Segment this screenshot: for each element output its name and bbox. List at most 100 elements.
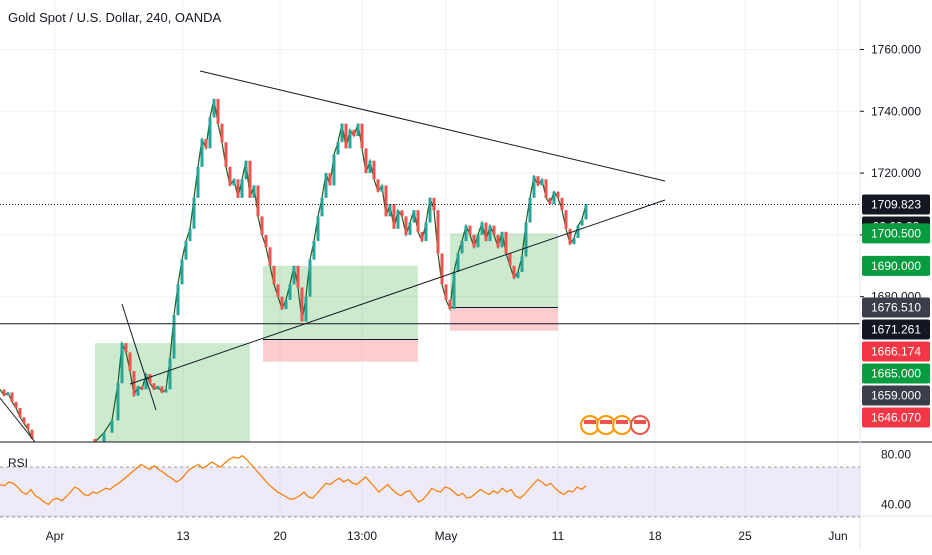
candle [568, 228, 572, 245]
candle [304, 296, 308, 322]
candle [102, 432, 106, 442]
candle [22, 417, 26, 424]
price-label-badge [862, 297, 930, 318]
candle [232, 179, 236, 186]
candle [344, 123, 348, 149]
candle [404, 216, 408, 235]
candle [564, 210, 568, 229]
candle [556, 191, 560, 198]
candle [516, 272, 520, 279]
candle [408, 222, 412, 235]
price-label-badge [862, 363, 930, 384]
candle [256, 185, 260, 217]
candle [496, 234, 500, 248]
candle [352, 129, 356, 136]
price-label-text: 1665.000 [871, 367, 921, 381]
candle [576, 225, 580, 238]
price-label-badge [862, 223, 930, 244]
candle [368, 160, 372, 174]
candle [384, 185, 388, 217]
candle [416, 210, 420, 232]
candle [26, 423, 30, 430]
candle [10, 392, 14, 402]
time-tick-label: 13:00 [347, 529, 377, 543]
candle [124, 343, 128, 353]
candle [160, 386, 164, 393]
price-label-text: 1709.823 [871, 198, 921, 212]
candle [400, 210, 404, 217]
candle [552, 191, 556, 204]
candle [14, 401, 18, 408]
candle [448, 299, 452, 310]
candle [396, 210, 400, 229]
candle [168, 358, 172, 390]
candle [248, 160, 252, 198]
time-tick-label: 20 [273, 529, 287, 543]
candle [292, 265, 296, 285]
candle [152, 383, 156, 390]
candle [192, 197, 196, 229]
candle [572, 238, 576, 245]
trendline-flag [0, 397, 36, 443]
price-tick-label: 1720.000 [871, 166, 921, 180]
candle [188, 228, 192, 242]
candle [340, 123, 344, 143]
candle [524, 222, 528, 257]
time-tick-label: Jun [828, 529, 847, 543]
us-flag-event-icon [634, 420, 646, 424]
candle [436, 210, 440, 254]
candle [440, 253, 444, 285]
candle [148, 374, 152, 384]
candle [376, 179, 380, 192]
candle [320, 197, 324, 217]
candle [452, 272, 456, 310]
candle [580, 219, 584, 226]
candle [132, 370, 136, 396]
time-tick-label: 11 [552, 529, 565, 543]
candle [216, 98, 220, 124]
candle [456, 253, 460, 272]
price-label-badge [862, 407, 930, 428]
candle [316, 216, 320, 242]
candle [128, 352, 132, 371]
candle [164, 389, 168, 393]
candle [140, 386, 144, 390]
candle [296, 265, 300, 288]
candle [560, 197, 564, 211]
candle [120, 343, 124, 384]
candle [93, 438, 97, 442]
candle [412, 210, 416, 223]
candle [260, 216, 264, 235]
candle [480, 222, 484, 235]
price-label-text: 1690.000 [871, 259, 921, 273]
candle [180, 259, 184, 285]
candle [136, 386, 140, 396]
candle [18, 408, 22, 418]
candle [276, 284, 280, 297]
candle [240, 179, 244, 198]
price-label-text: 1700.500 [871, 226, 921, 240]
position-box [263, 339, 418, 362]
price-label-text: 1646.070 [871, 411, 921, 425]
candle [116, 383, 120, 421]
rsi-tick-label: 80.00 [881, 448, 911, 462]
us-flag-event-icon [600, 420, 612, 424]
candle [532, 176, 536, 198]
candle [156, 386, 160, 390]
candle [508, 253, 512, 266]
candle [424, 222, 428, 242]
candle [364, 148, 368, 174]
candle [308, 259, 312, 297]
us-flag-event-icon [612, 415, 632, 435]
candle [220, 123, 224, 143]
candle [244, 160, 248, 180]
price-label-text: 1676.510 [871, 301, 921, 315]
candle [460, 241, 464, 254]
position-box [263, 265, 418, 340]
candle [6, 392, 10, 396]
candle [284, 299, 288, 310]
candle [512, 265, 516, 279]
candle [268, 247, 272, 266]
